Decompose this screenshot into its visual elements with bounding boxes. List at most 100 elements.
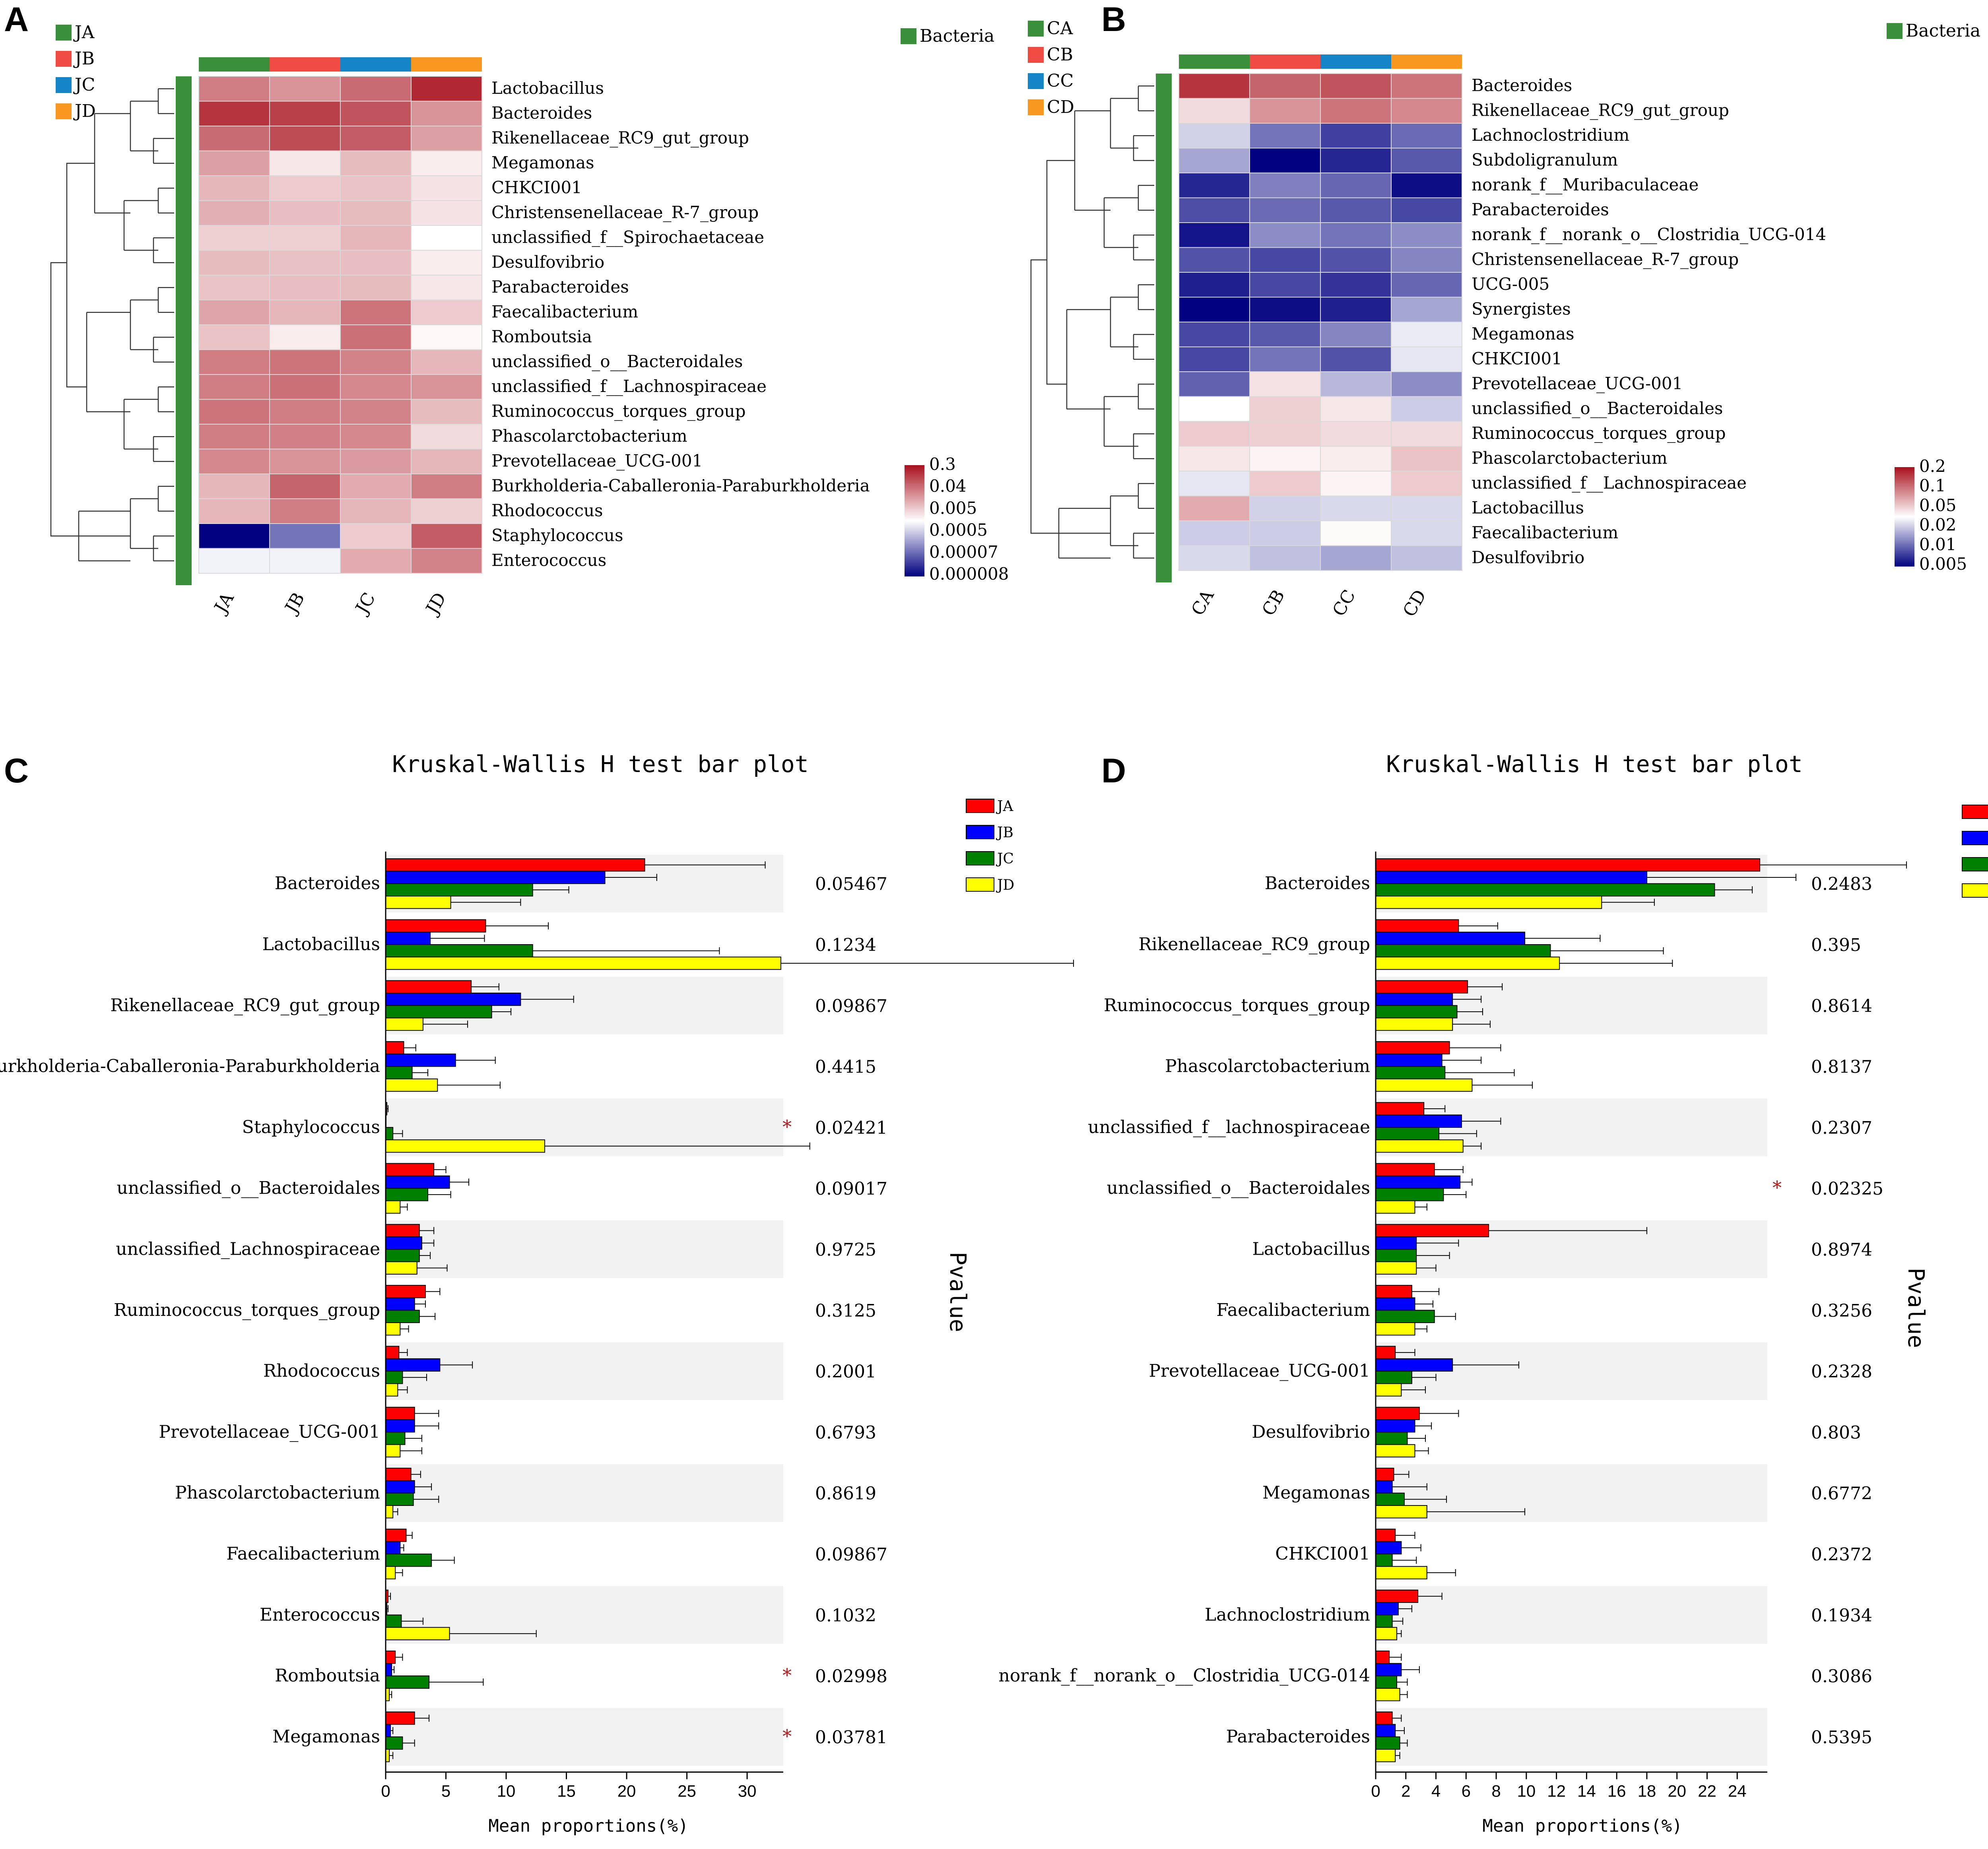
heat-cell [340, 126, 412, 151]
pvalue-label: 0.1934 [1811, 1605, 1872, 1626]
bar-CD [1375, 1688, 1400, 1702]
heat-cell [198, 473, 270, 499]
bar-JC [385, 1675, 430, 1689]
bar-JC [385, 883, 533, 896]
category-label: Lactobacillus [262, 934, 380, 955]
bar-CB [1375, 871, 1647, 884]
category-label: Phascolarctobacterium [1165, 1056, 1370, 1077]
column-label: JC [351, 589, 380, 618]
heat-cell [1320, 495, 1392, 521]
x-tick-label: 0 [1371, 1782, 1380, 1800]
bar-JB [385, 871, 606, 884]
x-tick-label: 22 [1698, 1782, 1716, 1800]
bar-JC [385, 1310, 420, 1323]
bar-JD [385, 1505, 394, 1519]
bar-CA [1375, 1224, 1489, 1238]
colorbar-tick-label: 0.04 [929, 476, 967, 496]
legend-swatch-CA [1028, 21, 1044, 37]
row-label: Staphylococcus [491, 526, 623, 545]
heat-cell [1249, 471, 1321, 497]
bar-JB [385, 1297, 415, 1311]
row-label: norank_f__norank_o__Clostridia_UCG-014 [1472, 225, 1826, 244]
bar-CC [1375, 1249, 1417, 1262]
heat-cell [411, 275, 482, 301]
heat-cell [198, 498, 270, 524]
heat-cell [269, 101, 341, 126]
row-label: unclassified_o__Bacteroidales [1472, 398, 1723, 418]
bacteria-swatch [901, 28, 916, 44]
bar-CA [1375, 980, 1468, 993]
heat-cell [1249, 371, 1321, 397]
category-label: Desulfovibrio [1252, 1422, 1370, 1442]
pvalue-label: 0.2328 [1811, 1362, 1872, 1382]
heat-cell [1178, 147, 1250, 173]
colorbar-tick-label: 0.01 [1919, 535, 1957, 554]
row-label: Lactobacillus [491, 78, 604, 98]
legend-label-CD: CD [1047, 97, 1074, 117]
bar-CA [1375, 1589, 1419, 1603]
pvalue-label: 0.8619 [815, 1484, 876, 1504]
legend-swatch-CC [1028, 73, 1044, 89]
legend-label-CB: CB [1047, 45, 1073, 65]
bar-JD [385, 895, 451, 909]
bar-JB [385, 931, 431, 945]
heat-cell [198, 349, 270, 375]
pvalue-label: 0.8974 [1811, 1240, 1872, 1260]
heat-cell [1391, 520, 1462, 546]
heat-cell [198, 275, 270, 301]
heat-cell [411, 126, 482, 151]
category-label: Bacteroides [275, 873, 380, 894]
row-label: Faecalibacterium [491, 302, 638, 321]
heat-cell [1320, 421, 1392, 447]
legend-label-JB: JB [996, 825, 1013, 841]
row-label: Parabacteroides [491, 277, 629, 297]
heat-cell [1391, 297, 1462, 322]
row-label: Rhodococcus [491, 501, 603, 520]
colorbar-tick-label: 0.000008 [929, 564, 1009, 584]
heat-cell [1178, 197, 1250, 223]
bar-CA [1375, 1650, 1390, 1664]
heat-cell [198, 126, 270, 151]
x-tick-label: 24 [1728, 1782, 1747, 1800]
legend-swatch-JC [56, 77, 72, 93]
bar-JC [385, 1371, 403, 1384]
heat-cell [1320, 197, 1392, 223]
legend-label-JD: JD [996, 877, 1014, 893]
bar-CD [1375, 957, 1560, 970]
heat-cell [1320, 147, 1392, 173]
column-group-bar-JA [199, 57, 270, 72]
heat-cell [340, 225, 412, 251]
heat-cell [198, 200, 270, 226]
bar-JC [385, 1492, 414, 1506]
column-group-bar-JD [411, 57, 482, 72]
heat-cell [269, 126, 341, 151]
bar-JD [385, 1566, 396, 1579]
heat-cell [1249, 98, 1321, 124]
heat-cell [1391, 322, 1462, 347]
legend-label-JD: JD [73, 101, 96, 121]
bar-JB [385, 1480, 415, 1494]
heat-cell [269, 548, 341, 574]
heat-cell [1391, 272, 1462, 298]
bar-JA [385, 1224, 420, 1238]
heat-cell [1391, 396, 1462, 422]
heat-cell [411, 473, 482, 499]
row-dendrogram [1030, 85, 1154, 559]
heat-cell [1249, 73, 1321, 99]
significance-star: * [1773, 1177, 1782, 1198]
bar-CB [1375, 1419, 1415, 1433]
row-band [386, 1586, 783, 1644]
heat-cell [1178, 173, 1250, 198]
row-label: Enterococcus [491, 550, 606, 570]
bar-CD [1375, 1749, 1396, 1762]
heat-cell [411, 101, 482, 126]
legend-swatch-CB [1962, 831, 1988, 845]
row-label: Burkholderia-Caballeronia-Paraburkholder… [491, 476, 870, 495]
bar-JB [385, 992, 521, 1006]
heat-cell [411, 324, 482, 350]
bacteria-label: Bacteria [920, 26, 994, 46]
heat-cell [1249, 346, 1321, 372]
row-label: Christensenellaceae_R-7_group [491, 202, 759, 222]
x-axis-label: Mean proportions(%) [1482, 1816, 1682, 1836]
bar-CB [1375, 1114, 1462, 1128]
